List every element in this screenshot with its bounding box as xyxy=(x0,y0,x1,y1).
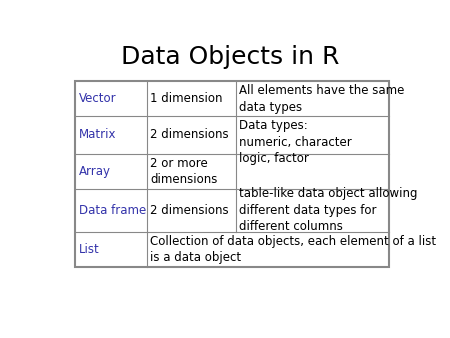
Text: Collection of data objects, each element of a list
is a data object: Collection of data objects, each element… xyxy=(150,235,436,264)
Text: 2 dimensions: 2 dimensions xyxy=(150,204,229,217)
Text: 2 dimensions: 2 dimensions xyxy=(150,128,229,141)
Text: All elements have the same
data types: All elements have the same data types xyxy=(239,84,405,114)
Text: table-like data object allowing
different data types for
different columns: table-like data object allowing differen… xyxy=(239,187,418,233)
Text: 2 or more
dimensions: 2 or more dimensions xyxy=(150,156,218,186)
Text: Data Objects in R: Data Objects in R xyxy=(122,46,340,70)
Text: Matrix: Matrix xyxy=(79,128,117,141)
Bar xyxy=(76,81,389,267)
Text: Array: Array xyxy=(79,165,111,178)
Text: List: List xyxy=(79,243,99,256)
Text: Vector: Vector xyxy=(79,92,117,105)
Text: Data frame: Data frame xyxy=(79,204,146,217)
Text: Data types:
numeric, character
logic, factor: Data types: numeric, character logic, fa… xyxy=(239,119,352,165)
Text: 1 dimension: 1 dimension xyxy=(150,92,223,105)
